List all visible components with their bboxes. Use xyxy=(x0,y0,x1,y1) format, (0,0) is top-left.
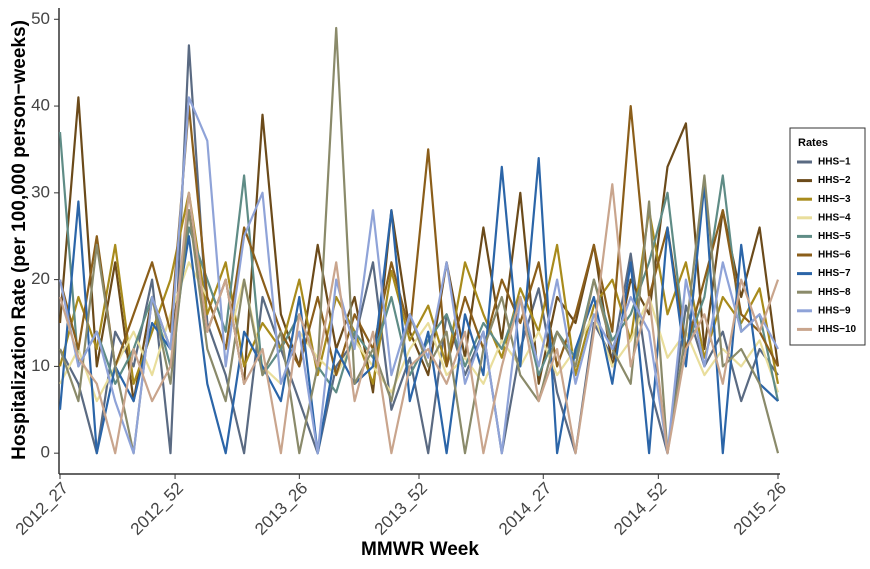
series-line xyxy=(59,261,780,403)
legend-label: HHS−5 xyxy=(818,231,851,242)
series-line xyxy=(58,26,780,455)
legend-label: HHS−6 xyxy=(818,250,851,261)
y-tick-label: 50 xyxy=(31,9,50,28)
y-axis-title: Hospitalization Rate (per 100,000 person… xyxy=(9,20,30,460)
series-line xyxy=(59,44,779,455)
legend-label: HHS−10 xyxy=(818,324,857,335)
series-line xyxy=(58,183,780,455)
x-tick-label: 2014_27 xyxy=(495,479,555,539)
series-line xyxy=(58,96,779,455)
y-tick-label: 20 xyxy=(31,269,50,288)
y-tick-label: 40 xyxy=(31,96,50,115)
legend-label: HHS−2 xyxy=(818,175,851,186)
y-tick-label: 30 xyxy=(31,182,50,201)
x-tick-label: 2012_27 xyxy=(12,479,72,539)
legend-label: HHS−1 xyxy=(818,157,851,168)
legend-label: HHS−4 xyxy=(818,212,851,223)
x-tick-label: 2012_52 xyxy=(127,479,187,539)
legend-label: HHS−7 xyxy=(818,268,851,279)
legend-label: HHS−3 xyxy=(818,194,851,205)
legend-title: Rates xyxy=(798,137,828,149)
x-tick-label: 2014_52 xyxy=(610,479,670,539)
x-axis-title: MMWR Week xyxy=(361,539,479,560)
x-tick-label: 2013_26 xyxy=(251,479,311,539)
legend-label: HHS−9 xyxy=(818,305,851,316)
legend-label: HHS−8 xyxy=(818,287,851,298)
y-tick-label: 10 xyxy=(31,356,50,375)
y-tick-label: 0 xyxy=(41,443,50,462)
x-tick-label: 2015_26 xyxy=(730,479,790,539)
x-tick-label: 2013_52 xyxy=(371,479,431,539)
series-line xyxy=(58,132,780,402)
